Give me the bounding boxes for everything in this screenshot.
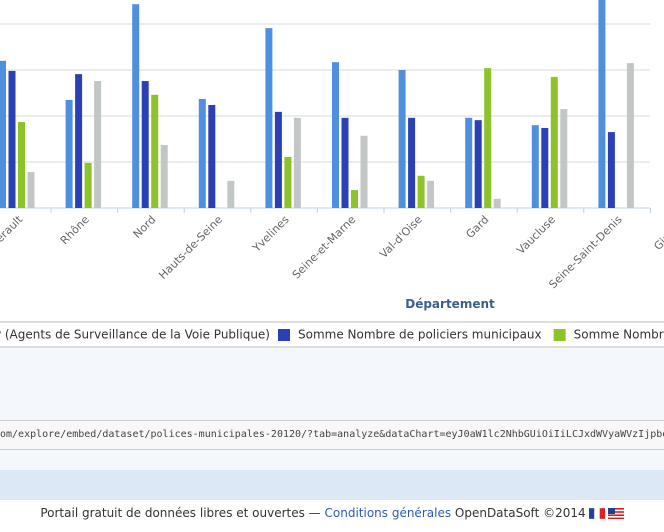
bar	[607, 132, 615, 208]
legend-swatch	[278, 329, 290, 341]
bar	[360, 135, 368, 208]
legend-swatch	[553, 329, 566, 341]
bar	[484, 68, 492, 208]
x-tick-label: Yvelines	[250, 213, 292, 255]
bar	[293, 117, 301, 208]
x-tick-label: Gironde	[651, 213, 664, 253]
x-tick-label: Gard	[463, 213, 491, 241]
bar	[474, 120, 482, 208]
bar	[160, 144, 168, 208]
chart: Département Hérault Rhône NordHauts-de-Sei…	[0, 0, 664, 348]
bar	[598, 0, 606, 209]
bar	[427, 180, 435, 208]
bar	[274, 111, 282, 208]
footer-link[interactable]: Conditions générales	[324, 506, 452, 520]
bar	[8, 70, 16, 208]
bar	[132, 4, 140, 208]
bar	[227, 180, 235, 208]
bar	[265, 28, 273, 208]
bar	[417, 175, 425, 208]
bar	[351, 190, 358, 208]
bar	[541, 127, 549, 208]
flag-fr[interactable]	[588, 508, 605, 519]
bar	[341, 117, 349, 208]
x-tick-label: Nord	[131, 213, 159, 241]
background-band	[0, 450, 664, 470]
bar	[398, 70, 406, 208]
bar	[493, 198, 501, 208]
footer-text: OpenDataSoft ©2014	[451, 506, 586, 520]
bar	[94, 81, 102, 208]
footer: Portail gratuit de données libres et ouv…	[0, 506, 664, 520]
bar	[550, 76, 558, 209]
bar	[626, 63, 634, 208]
background-band	[0, 348, 664, 420]
legend-label: Somme Nombre d'ASVP (Agents de Surveilla…	[0, 328, 270, 342]
legend-label: Somme Nombre de policiers municipaux	[298, 328, 542, 342]
background-band	[0, 470, 664, 500]
bar	[560, 109, 568, 208]
bar	[65, 99, 73, 208]
bar	[18, 121, 25, 208]
footer-text: Portail gratuit de données libres et ouv…	[40, 506, 325, 520]
bar	[208, 104, 216, 208]
bar	[84, 162, 92, 208]
bar	[141, 81, 149, 208]
bar	[27, 172, 35, 208]
url-bar: om/explore/embed/dataset/polices-municip…	[0, 420, 664, 450]
flag-us[interactable]	[607, 508, 624, 519]
bar	[198, 98, 206, 208]
x-tick-label: Seine-et-Marne	[290, 213, 359, 282]
bar	[332, 62, 339, 209]
x-tick-label: Vaucluse	[514, 213, 558, 257]
bar	[284, 156, 292, 208]
bar	[531, 125, 539, 208]
bar	[151, 94, 159, 208]
x-tick-label: Hérault	[0, 213, 26, 251]
bar	[465, 117, 473, 208]
bar	[75, 74, 83, 208]
bar	[408, 117, 416, 208]
bar	[0, 60, 6, 208]
x-tick-label: Seine-Saint-Denis	[546, 213, 624, 291]
x-tick-label: Hauts-de-Seine	[156, 213, 225, 282]
x-tick-label: Rhône	[58, 213, 92, 247]
x-tick-label: Val-d'Oise	[377, 213, 425, 261]
legend-label: Somme Nombre de gardes champêtres	[574, 328, 664, 342]
x-axis-title: Département	[405, 297, 495, 311]
